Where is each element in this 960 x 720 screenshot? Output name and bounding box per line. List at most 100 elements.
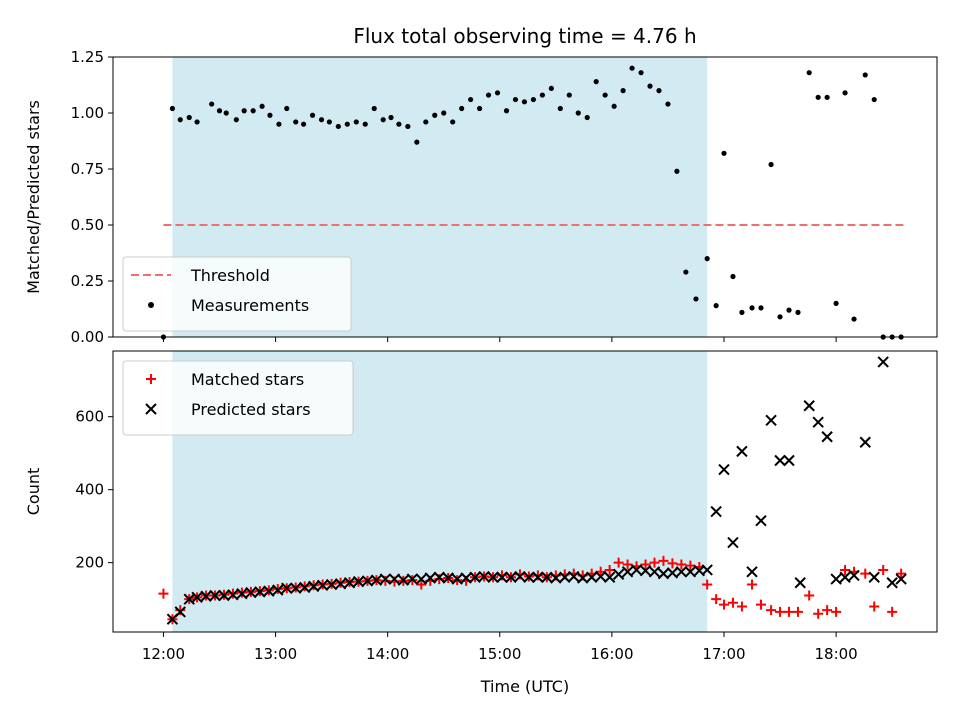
predicted-stars-point (397, 574, 410, 586)
predicted-stars-point (755, 514, 767, 527)
panel-1-y-axis-label: Matched/Predicted stars (24, 100, 43, 294)
measurements-point (396, 121, 402, 127)
predicted-stars-point (684, 566, 697, 578)
measurements-point (318, 117, 325, 123)
predicted-stars-point (803, 400, 815, 412)
predicted-stars-point (859, 436, 871, 448)
measurements-point (566, 92, 572, 98)
predicted-stars-point (830, 573, 842, 585)
measurements-point (693, 296, 699, 302)
measurements-point (795, 309, 801, 315)
predicted-stars-point (218, 589, 230, 602)
measurements-point (362, 121, 368, 127)
predicted-stars-point (639, 564, 652, 577)
predicted-stars-point (352, 575, 365, 588)
measurements-point (459, 105, 465, 112)
x-tick-label: 14:00 (366, 645, 409, 663)
predicted-stars-point (821, 431, 833, 443)
x-tick-label: 13:00 (254, 645, 297, 663)
predicted-stars-point (648, 566, 661, 578)
predicted-stars-point (848, 569, 860, 582)
predicted-stars-point (523, 571, 535, 583)
predicted-stars-point (577, 572, 589, 584)
measurements-point (468, 96, 474, 103)
matched-stars-point (711, 594, 722, 605)
legend-swatch-predicted-stars (145, 403, 157, 415)
matched-stars-point (613, 557, 624, 568)
measurements-point (177, 117, 183, 123)
matched-stars-point (887, 606, 898, 617)
measurements-point (353, 119, 359, 125)
predicted-stars-point (236, 587, 248, 600)
predicted-stars-point (307, 580, 320, 593)
matched-stars-point (622, 559, 633, 570)
matched-stars-point (813, 608, 824, 619)
measurements-point (309, 112, 316, 118)
matched-stars-point (775, 606, 786, 617)
predicted-stars-point (254, 586, 266, 598)
measurements-point (284, 105, 290, 112)
measurements-point (539, 92, 545, 98)
predicted-stars-point (514, 570, 526, 583)
predicted-stars-point (505, 571, 517, 583)
matched-stars-point (804, 590, 815, 601)
chart-title: Flux total observing time = 4.76 h (353, 24, 696, 48)
predicted-stars-point (666, 567, 679, 579)
predicted-stars-point (245, 586, 257, 599)
measurements-point (749, 305, 755, 311)
matched-stars-point (840, 564, 851, 575)
predicted-stars-point (200, 590, 212, 602)
measurements-point (450, 119, 456, 125)
measurements-point (842, 90, 848, 96)
predicted-stars-point (736, 445, 748, 458)
measurements-point (530, 96, 537, 103)
matched-stars-point (766, 605, 777, 616)
predicted-stars-point (718, 463, 730, 476)
measurements-point (833, 300, 839, 306)
predicted-stars-point (594, 570, 607, 583)
measurements-point (267, 112, 273, 118)
panel-2-y-axis-label: Count (24, 468, 43, 516)
predicted-stars-point (727, 536, 739, 549)
predicted-stars-point (442, 572, 454, 584)
matched-stars-point (896, 568, 907, 579)
matched-stars-point (702, 579, 713, 590)
predicted-stars-point (765, 414, 777, 427)
measurements-point (683, 269, 689, 275)
predicted-stars-point (281, 582, 293, 594)
measurements-point (730, 273, 736, 280)
y-tick-label: 0.25 (71, 272, 104, 290)
measurements-point (665, 101, 671, 107)
measurements-point (806, 70, 812, 76)
predicted-stars-point (746, 566, 758, 578)
matched-stars-point (685, 560, 696, 571)
measurements-point (432, 112, 438, 118)
predicted-stars-point (460, 572, 472, 584)
x-tick-label: 18:00 (814, 645, 857, 663)
matched-stars-point (878, 564, 889, 575)
predicted-stars-point (496, 571, 508, 583)
predicted-stars-point (298, 581, 311, 594)
y-tick-label: 0.75 (71, 160, 104, 178)
measurements-point (216, 108, 223, 114)
measurements-point (209, 101, 215, 107)
measurements-point (851, 316, 857, 322)
measurements-point (371, 105, 377, 112)
measurements-point (300, 121, 307, 127)
predicted-stars-point (886, 577, 898, 589)
legend-label-matched-stars: Matched stars (191, 370, 304, 389)
matched-stars-point (676, 559, 687, 570)
matched-stars-point (667, 558, 678, 569)
matched-stars-point (755, 599, 766, 610)
matched-stars-point (497, 570, 508, 581)
measurements-point (768, 161, 774, 168)
measurements-point (611, 103, 617, 109)
measurements-point (405, 123, 411, 130)
measurements-point (629, 65, 635, 71)
predicted-stars-point (621, 566, 634, 578)
predicted-stars-point (812, 416, 824, 428)
predicted-stars-point (406, 573, 419, 585)
x-tick-label: 15:00 (478, 645, 521, 663)
predicted-stars-point (532, 571, 544, 583)
predicted-stars-point (568, 570, 580, 583)
